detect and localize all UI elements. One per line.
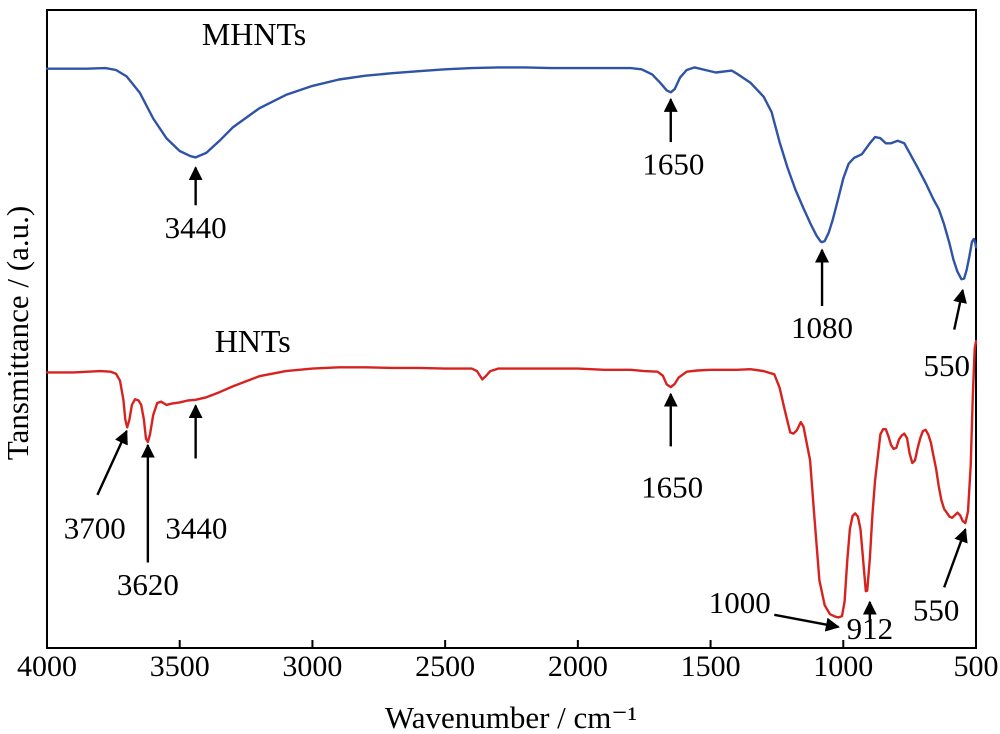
peak-label: 3620 — [117, 567, 179, 602]
peak-label: 550 — [913, 593, 960, 628]
x-axis-label: Wavenumber / cm⁻¹ — [385, 700, 637, 734]
series-name-label: MHNTs — [202, 16, 306, 52]
peak-label: 1650 — [641, 469, 703, 504]
y-axis-label: Tansmittance / (a.u.) — [0, 206, 35, 460]
peak-label: 3700 — [64, 510, 126, 545]
peak-arrow — [953, 288, 967, 330]
peak-label: 3440 — [165, 510, 227, 545]
series-line-hnts — [45, 339, 978, 619]
series-labels: MHNTs HNTs — [202, 16, 306, 359]
peak-arrow — [96, 429, 128, 496]
plot-frame — [46, 9, 977, 649]
peak-annotations: 3440 1650 1080 550 3700 3620 3440 1650 1000 912 55… — [64, 97, 971, 646]
peak-label: 1000 — [709, 585, 771, 620]
peak-label: 1080 — [791, 310, 853, 345]
series-lines — [45, 66, 978, 619]
x-tick-label: 3000 — [282, 650, 342, 683]
peak-arrow — [774, 613, 840, 632]
peak-label: 550 — [924, 348, 971, 383]
x-tick-label: 1000 — [813, 650, 873, 683]
peak-arrow — [943, 528, 968, 588]
x-tick-label: 2500 — [415, 650, 475, 683]
peak-label: 3440 — [165, 210, 227, 245]
x-tick-label: 500 — [954, 650, 999, 683]
x-tick-label: 2000 — [548, 650, 608, 683]
x-tick-label: 3500 — [150, 650, 210, 683]
x-axis-ticks: 4000 3500 3000 2500 2000 1500 1000 500 — [17, 640, 999, 683]
series-line-mhnts — [45, 66, 978, 281]
x-tick-label: 4000 — [17, 650, 77, 683]
series-name-label: HNTs — [215, 323, 291, 359]
peak-label: 1650 — [642, 147, 704, 182]
peak-label: 912 — [847, 611, 894, 646]
x-tick-label: 1500 — [681, 650, 741, 683]
